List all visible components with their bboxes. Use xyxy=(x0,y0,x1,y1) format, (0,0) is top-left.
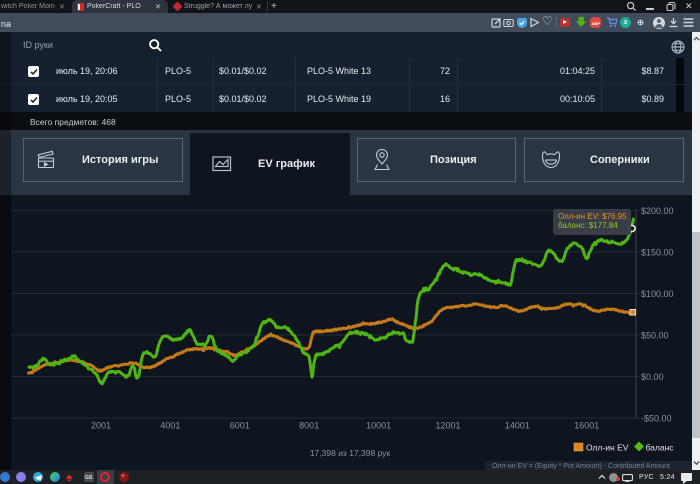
svg-text:2001: 2001 xyxy=(91,421,111,431)
svg-text:$100.00: $100.00 xyxy=(641,289,674,299)
svg-text:12001: 12001 xyxy=(435,421,460,431)
svg-text:4001: 4001 xyxy=(160,421,180,431)
svg-text:Олл-ин EV: Олл-ин EV xyxy=(586,443,629,453)
svg-text:16001: 16001 xyxy=(574,421,599,431)
svg-text:-$50.00: -$50.00 xyxy=(641,414,672,424)
svg-text:6001: 6001 xyxy=(230,421,250,431)
svg-text:$200.00: $200.00 xyxy=(641,206,674,216)
svg-text:8001: 8001 xyxy=(299,421,319,431)
svg-text:$150.00: $150.00 xyxy=(641,247,674,257)
svg-text:14001: 14001 xyxy=(505,421,530,431)
svg-text:$0.00: $0.00 xyxy=(641,372,664,382)
svg-text:баланс: баланс xyxy=(646,443,675,453)
svg-text:10001: 10001 xyxy=(366,421,391,431)
svg-text:17,398 из 17,398 рук: 17,398 из 17,398 рук xyxy=(310,448,391,458)
svg-text:$50.00: $50.00 xyxy=(641,331,669,341)
